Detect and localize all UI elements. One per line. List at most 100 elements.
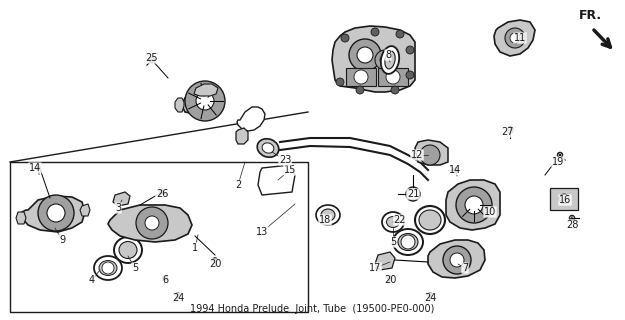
Polygon shape xyxy=(80,204,90,216)
Text: 18: 18 xyxy=(319,215,331,225)
Text: 1994 Honda Prelude  Joint, Tube  (19500-PE0-000): 1994 Honda Prelude Joint, Tube (19500-PE… xyxy=(190,304,435,314)
Circle shape xyxy=(196,92,214,110)
Circle shape xyxy=(47,204,65,222)
Circle shape xyxy=(452,168,458,172)
Ellipse shape xyxy=(419,210,441,230)
Ellipse shape xyxy=(119,242,137,259)
Bar xyxy=(550,188,578,210)
Circle shape xyxy=(371,28,379,36)
Circle shape xyxy=(406,71,414,79)
Circle shape xyxy=(406,187,420,201)
Bar xyxy=(346,68,376,86)
Circle shape xyxy=(420,145,440,165)
Ellipse shape xyxy=(316,205,340,225)
Text: 21: 21 xyxy=(407,189,419,199)
Circle shape xyxy=(443,246,471,274)
Bar xyxy=(10,162,308,312)
Polygon shape xyxy=(237,107,265,131)
Ellipse shape xyxy=(398,234,418,251)
Circle shape xyxy=(569,215,575,221)
Polygon shape xyxy=(16,212,26,224)
Ellipse shape xyxy=(381,46,399,74)
Bar xyxy=(378,68,408,86)
Circle shape xyxy=(357,47,373,63)
Ellipse shape xyxy=(386,217,399,228)
Polygon shape xyxy=(428,240,485,278)
Text: 24: 24 xyxy=(424,293,436,303)
Text: 1: 1 xyxy=(192,243,198,253)
Circle shape xyxy=(428,293,432,297)
Text: 22: 22 xyxy=(394,215,406,225)
Text: 4: 4 xyxy=(89,275,95,285)
Text: 7: 7 xyxy=(462,263,468,273)
Text: 3: 3 xyxy=(115,203,121,213)
Polygon shape xyxy=(415,140,448,165)
Circle shape xyxy=(36,166,40,170)
Text: 2: 2 xyxy=(235,180,241,190)
Circle shape xyxy=(396,30,404,38)
Text: 16: 16 xyxy=(559,195,571,205)
Polygon shape xyxy=(446,180,500,230)
Circle shape xyxy=(145,216,159,230)
Circle shape xyxy=(213,258,218,262)
Text: 20: 20 xyxy=(384,275,396,285)
Text: 10: 10 xyxy=(484,207,496,217)
Polygon shape xyxy=(194,84,218,96)
Circle shape xyxy=(160,190,164,194)
Polygon shape xyxy=(258,165,295,195)
Ellipse shape xyxy=(393,229,423,255)
Text: 5: 5 xyxy=(390,237,396,247)
Text: 13: 13 xyxy=(256,227,268,237)
Circle shape xyxy=(450,253,464,267)
Text: 15: 15 xyxy=(284,165,296,175)
Text: 20: 20 xyxy=(209,259,221,269)
Circle shape xyxy=(354,70,368,84)
Circle shape xyxy=(406,46,414,54)
Polygon shape xyxy=(113,192,130,206)
Circle shape xyxy=(456,187,492,223)
Ellipse shape xyxy=(258,139,279,157)
Ellipse shape xyxy=(382,212,404,232)
Circle shape xyxy=(176,293,180,297)
Text: 25: 25 xyxy=(146,53,158,63)
Circle shape xyxy=(507,127,513,133)
Text: 14: 14 xyxy=(29,163,41,173)
Ellipse shape xyxy=(385,51,395,69)
Circle shape xyxy=(388,276,392,280)
Circle shape xyxy=(391,86,399,94)
Circle shape xyxy=(510,33,520,43)
Circle shape xyxy=(38,195,74,231)
Text: 11: 11 xyxy=(514,33,526,43)
Circle shape xyxy=(465,196,483,214)
Text: 27: 27 xyxy=(502,127,514,137)
Circle shape xyxy=(102,262,114,274)
Text: 23: 23 xyxy=(279,155,291,165)
Circle shape xyxy=(558,152,562,158)
Text: 8: 8 xyxy=(385,50,391,60)
Ellipse shape xyxy=(94,256,122,280)
Circle shape xyxy=(149,57,155,63)
Circle shape xyxy=(380,55,390,65)
Polygon shape xyxy=(332,26,415,92)
Polygon shape xyxy=(375,252,395,270)
Polygon shape xyxy=(22,196,85,232)
Polygon shape xyxy=(108,205,192,242)
Text: 6: 6 xyxy=(162,275,168,285)
Text: FR.: FR. xyxy=(579,9,601,22)
Circle shape xyxy=(185,81,225,121)
Polygon shape xyxy=(175,98,184,112)
Circle shape xyxy=(341,34,349,42)
Circle shape xyxy=(336,78,344,86)
Text: 5: 5 xyxy=(132,263,138,273)
Circle shape xyxy=(162,276,168,280)
Circle shape xyxy=(559,194,569,204)
Polygon shape xyxy=(494,20,535,56)
Text: 17: 17 xyxy=(369,263,381,273)
Ellipse shape xyxy=(99,260,117,276)
Circle shape xyxy=(356,86,364,94)
Text: 28: 28 xyxy=(566,220,578,230)
Ellipse shape xyxy=(415,206,445,234)
Circle shape xyxy=(136,207,168,239)
Text: 19: 19 xyxy=(552,157,564,167)
Circle shape xyxy=(401,235,415,249)
